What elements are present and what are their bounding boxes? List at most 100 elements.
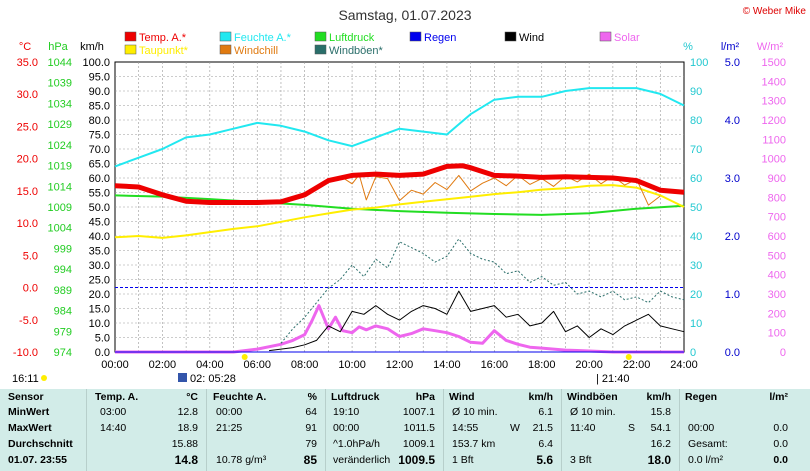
- x-tick-label: 24:00: [670, 359, 698, 371]
- pressure-tick-label: 979: [54, 326, 72, 338]
- header-pressure-unit: hPa: [415, 391, 435, 403]
- humidity-time: 10.78 g/m³: [216, 454, 267, 466]
- series-line-gust: [280, 238, 685, 344]
- axis-unit-label: hPa: [48, 41, 68, 53]
- x-tick-label: 14:00: [433, 359, 461, 371]
- humidity-value: 79: [305, 438, 317, 450]
- series-line-dew: [114, 184, 685, 239]
- gust-direction: S: [628, 422, 636, 434]
- solar-tick-label: 1100: [762, 134, 786, 146]
- sunrise-icon: [178, 373, 187, 382]
- header-gust-unit: km/h: [646, 391, 671, 403]
- legend-label: Luftdruck: [329, 32, 375, 44]
- legend-label: Wind: [519, 32, 544, 44]
- rain-tick-label: 2.0: [725, 231, 740, 243]
- weather-chart: Samstag, 01.07.2023 © Weber Mike Temp. A…: [12, 6, 807, 385]
- legend: Temp. A.*Taupunkt* Feuchte A.*Windchill Lu…: [124, 31, 640, 57]
- wind-tick-label: 0.0: [95, 347, 110, 359]
- series-line-solar: [115, 304, 684, 354]
- x-tick-label: 06:00: [243, 359, 271, 371]
- temp-value: 12.8: [177, 406, 198, 418]
- wind-tick-label: 95.0: [89, 72, 110, 84]
- row-label: Durchschnitt: [8, 438, 73, 450]
- gust-value: 16.2: [650, 438, 671, 450]
- x-tick-label: 02:00: [149, 359, 177, 371]
- wind-tick-label: 10.0: [89, 318, 110, 330]
- rain-label: Gesamt:: [688, 438, 728, 450]
- x-tick-label: 12:00: [386, 359, 414, 371]
- temp-tick-label: -5.0: [19, 315, 38, 327]
- x-tick-label: 08:00: [291, 359, 319, 371]
- header-humidity-unit: %: [307, 391, 317, 403]
- pressure-value: 1009.5: [398, 453, 435, 467]
- header-temp: Temp. A.: [95, 391, 139, 403]
- legend-swatch: [599, 31, 612, 42]
- solar-tick-label: 1400: [762, 76, 786, 88]
- legend-swatch: [314, 44, 327, 55]
- wind-tick-label: 40.0: [89, 231, 110, 243]
- x-tick-label: 00:00: [101, 359, 129, 371]
- rain-tick-label: 4.0: [725, 115, 740, 127]
- wind-tick-label: 65.0: [89, 159, 110, 171]
- row-label: 01.07. 23:55: [8, 454, 67, 466]
- column-divider: [443, 389, 444, 471]
- pressure-time: ^1.0hPa/h: [333, 438, 380, 450]
- pressure-tick-label: 1014: [48, 181, 72, 193]
- legend-swatch: [124, 44, 137, 55]
- temp-tick-label: 10.0: [17, 218, 38, 230]
- wind-tick-label: 5.0: [95, 333, 110, 345]
- pressure-tick-label: 1024: [48, 140, 72, 152]
- wind-value: 5.6: [536, 453, 553, 467]
- solar-tick-label: 1000: [762, 154, 786, 166]
- legend-label: Taupunkt*: [139, 45, 189, 57]
- x-tick-label: 04:00: [196, 359, 224, 371]
- column-divider: [206, 389, 207, 471]
- sunrise-time-label: 02: 05:28: [190, 373, 236, 385]
- temp-tick-label: 25.0: [17, 121, 38, 133]
- column-divider: [325, 389, 326, 471]
- temp-time: 14:40: [100, 422, 127, 434]
- pressure-tick-label: 1019: [48, 161, 72, 173]
- pressure-tick-label: 984: [54, 306, 72, 318]
- wind-tick-label: 85.0: [89, 101, 110, 113]
- wind-tick-label: 80.0: [89, 115, 110, 127]
- pressure-value: 1007.1: [402, 406, 435, 418]
- x-tick-label: 22:00: [623, 359, 651, 371]
- wind-value: 6.4: [538, 438, 553, 450]
- stats-table: Sensor Temp. A. °C Feuchte A. % Luftdruc…: [0, 389, 810, 471]
- temp-tick-label: 5.0: [23, 250, 38, 262]
- legend-label: Windchill: [234, 45, 278, 57]
- wind-direction: W: [510, 422, 520, 434]
- legend-label: Regen: [424, 32, 456, 44]
- legend-swatch: [409, 31, 422, 42]
- column-divider: [679, 389, 680, 471]
- wind-tick-label: 25.0: [89, 275, 110, 287]
- legend-label: Solar: [614, 32, 640, 44]
- sun-markers: 02: 05:28 | 21:40 16:11: [12, 354, 632, 385]
- solar-tick-label: 700: [768, 212, 786, 224]
- humidity-tick-label: 40: [690, 231, 702, 243]
- humidity-tick-label: 20: [690, 289, 702, 301]
- solar-tick-label: 100: [768, 328, 786, 340]
- pressure-time: 19:10: [333, 406, 360, 418]
- header-rain: Regen: [685, 391, 718, 403]
- series-line-humidity: [114, 87, 685, 168]
- gust-value: 54.1: [650, 422, 671, 434]
- legend-swatch: [504, 31, 517, 42]
- rain-tick-label: 3.0: [725, 173, 740, 185]
- pressure-tick-label: 989: [54, 285, 72, 297]
- pressure-value: 1009.1: [402, 438, 435, 450]
- header-humidity: Feuchte A.: [213, 391, 267, 403]
- humidity-value: 85: [303, 453, 317, 467]
- wind-label: 14:55: [452, 422, 479, 434]
- solar-tick-label: 900: [768, 173, 786, 185]
- pressure-tick-label: 999: [54, 243, 72, 255]
- humidity-value: 91: [305, 422, 317, 434]
- wind-value: 6.1: [538, 406, 553, 418]
- sunset-time-label: | 21:40: [596, 373, 629, 385]
- gust-label: 3 Bft: [570, 454, 592, 466]
- wind-tick-label: 35.0: [89, 246, 110, 258]
- header-gust: Windböen: [567, 391, 618, 403]
- humidity-tick-label: 0: [690, 347, 696, 359]
- sunrise-marker: [241, 354, 248, 360]
